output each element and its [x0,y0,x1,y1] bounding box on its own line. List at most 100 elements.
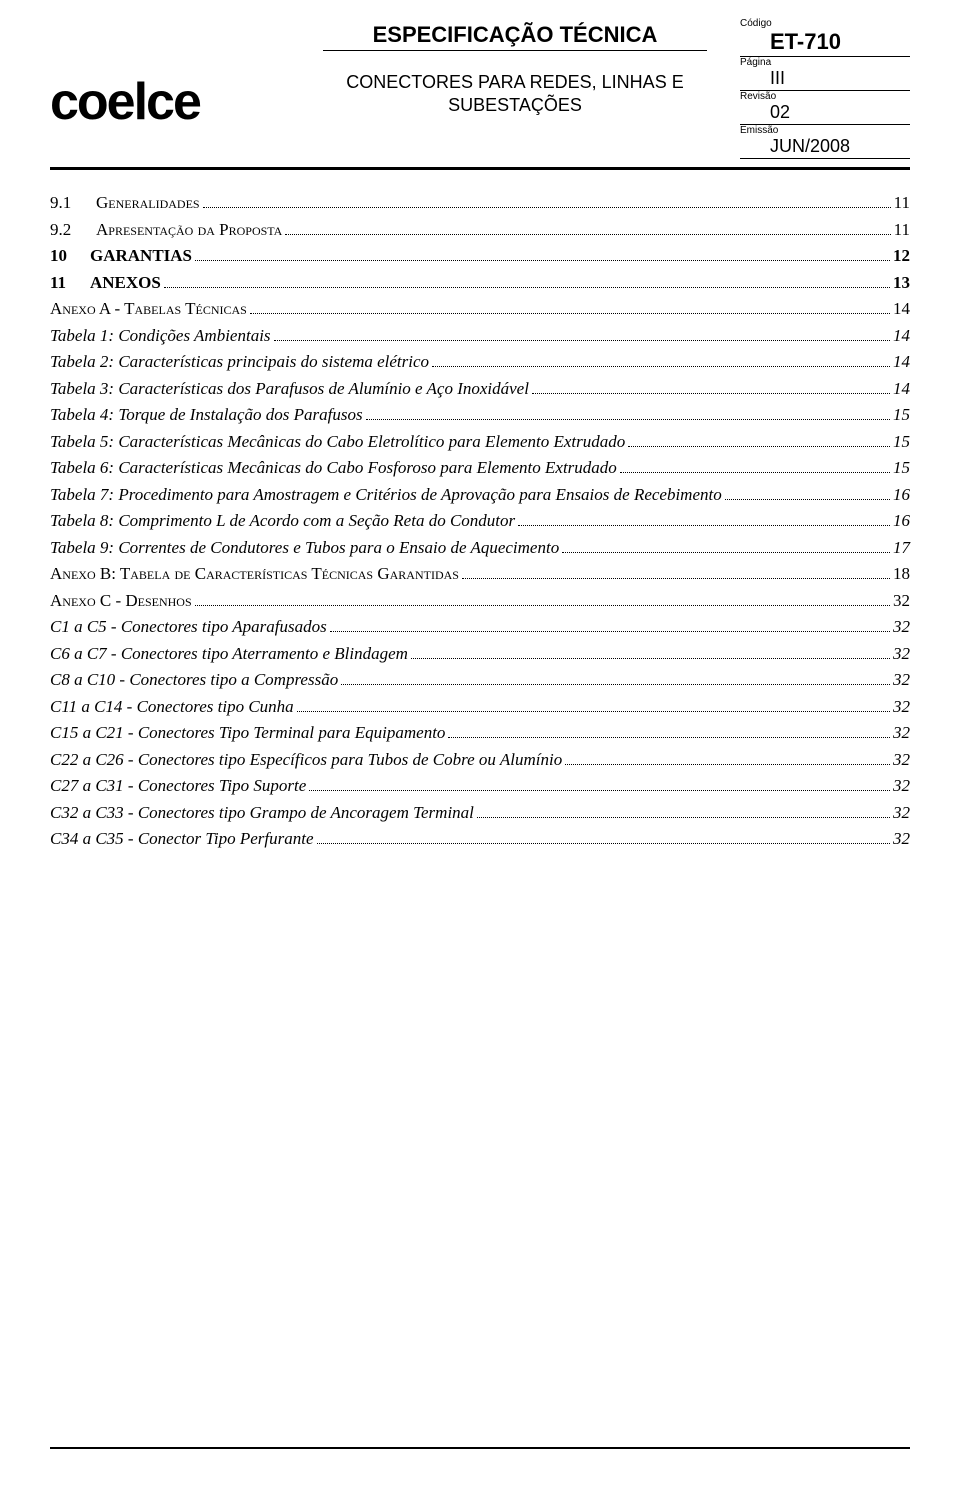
toc-leader-dots [250,313,890,314]
toc-entry-page: 17 [893,539,910,556]
toc-entry-text: Anexo B: Tabela de Características Técni… [50,565,459,582]
toc-row: 10GARANTIAS12 [50,247,910,264]
toc-entry-page: 32 [893,724,910,741]
document-title-line2: SUBESTAÇÕES [448,95,582,115]
toc-row: Tabela 6: Características Mecânicas do C… [50,459,910,476]
toc-row: 11 ANEXOS 13 [50,274,910,291]
toc-row: Anexo C - Desenhos 32 [50,592,910,609]
toc-entry-text: C11 a C14 - Conectores tipo Cunha [50,698,294,715]
toc-entry-page: 32 [893,830,910,847]
toc-entry-number: 11 [50,274,84,291]
toc-leader-dots [565,764,890,765]
toc-entry-page: 32 [893,592,910,609]
toc-entry-page: 32 [893,645,910,662]
toc-leader-dots [330,631,890,632]
toc-leader-dots [317,843,891,844]
toc-leader-dots [309,790,890,791]
toc-entry-text: C27 a C31 - Conectores Tipo Suporte [50,777,306,794]
meta-revision-value: 02 [740,102,910,125]
toc-entry-page: 15 [893,406,910,423]
toc-leader-dots [462,578,890,579]
toc-entry-page: 12 [893,247,910,264]
toc-entry-page: 16 [893,486,910,503]
meta-page-value: III [740,68,910,91]
toc-row: 9.2 Apresentação da Proposta 11 [50,221,910,238]
toc-leader-dots [448,737,890,738]
toc-entry-text: ANEXOS [90,274,161,291]
toc-entry-page: 32 [893,804,910,821]
meta-revision-label: Revisão [740,91,910,102]
toc-leader-dots [297,711,890,712]
toc-row: C6 a C7 - Conectores tipo Aterramento e … [50,645,910,662]
toc-entry-page: 13 [893,274,910,291]
toc-row: Tabela 5: Características Mecânicas do C… [50,433,910,450]
toc-row: C11 a C14 - Conectores tipo Cunha 32 [50,698,910,715]
toc-entry-text: Apresentação da Proposta [96,221,282,238]
toc-entry-page: 32 [893,777,910,794]
toc-entry-page: 11 [894,221,910,238]
toc-entry-text: C22 a C26 - Conectores tipo Específicos … [50,751,562,768]
toc-entry-page: 11 [894,194,910,211]
toc-entry-text: Tabela 4: Torque de Instalação dos Paraf… [50,406,363,423]
toc-row: Tabela 2: Características principais do … [50,353,910,370]
toc-leader-dots [274,340,890,341]
toc-entry-text: Tabela 1: Condições Ambientais [50,327,271,344]
logo-cell: coelce [50,16,300,128]
toc-row: C27 a C31 - Conectores Tipo Suporte 32 [50,777,910,794]
toc-row: C32 a C33 - Conectores tipo Grampo de An… [50,804,910,821]
toc-entry-text: Anexo C - Desenhos [50,592,192,609]
toc-row: Tabela 9: Correntes de Condutores e Tubo… [50,539,910,556]
toc-entry-page: 32 [893,618,910,635]
page: coelce ESPECIFICAÇÃO TÉCNICA CONECTORES … [0,0,960,1491]
toc-row: Anexo B: Tabela de Características Técni… [50,565,910,582]
toc-leader-dots [620,472,890,473]
footer-divider [50,1447,910,1449]
toc-entry-page: 32 [893,751,910,768]
toc-entry-page: 14 [893,380,910,397]
toc-entry-page: 15 [893,459,910,476]
meta-code-label: Código [740,18,910,29]
meta-code: Código ET-710 [740,18,910,57]
toc-entry-text: Generalidades [96,194,200,211]
document-type: ESPECIFICAÇÃO TÉCNICA [323,22,708,51]
toc-leader-dots [477,817,890,818]
toc-entry-text: Anexo A - Tabelas Técnicas [50,300,247,317]
toc-entry-page: 32 [893,698,910,715]
toc-leader-dots [562,552,890,553]
meta-page: Página III [740,57,910,91]
toc-leader-dots [432,366,890,367]
toc-row: C15 a C21 - Conectores Tipo Terminal par… [50,724,910,741]
toc-leader-dots [518,525,890,526]
document-meta: Código ET-710 Página III Revisão 02 Emis… [730,16,910,159]
toc-entry-number: 9.2 [50,221,90,238]
toc-leader-dots [285,234,890,235]
toc-leader-dots [195,260,890,261]
company-logo: coelce [50,76,300,128]
toc-row: Anexo A - Tabelas Técnicas14 [50,300,910,317]
meta-code-value: ET-710 [740,29,910,57]
toc-leader-dots [532,393,890,394]
toc-row: 9.1 Generalidades 11 [50,194,910,211]
toc-entry-text: Tabela 5: Características Mecânicas do C… [50,433,625,450]
document-title: CONECTORES PARA REDES, LINHAS E SUBESTAÇ… [300,71,730,116]
toc-entry-text: C1 a C5 - Conectores tipo Aparafusados [50,618,327,635]
toc-row: C8 a C10 - Conectores tipo a Compressão3… [50,671,910,688]
title-cell: ESPECIFICAÇÃO TÉCNICA CONECTORES PARA RE… [300,16,730,116]
toc-leader-dots [203,207,891,208]
toc-entry-page: 15 [893,433,910,450]
toc-entry-text: C34 a C35 - Conector Tipo Perfurante [50,830,314,847]
toc-entry-text: GARANTIAS [90,247,192,264]
toc-entry-text: Tabela 7: Procedimento para Amostragem e… [50,486,722,503]
toc-row: C1 a C5 - Conectores tipo Aparafusados 32 [50,618,910,635]
toc-entry-number: 9.1 [50,194,90,211]
toc-row: Tabela 3: Características dos Parafusos … [50,380,910,397]
meta-date-label: Emissão [740,125,910,136]
toc-leader-dots [164,287,890,288]
toc-leader-dots [411,658,890,659]
toc-leader-dots [725,499,890,500]
document-header: coelce ESPECIFICAÇÃO TÉCNICA CONECTORES … [50,16,910,159]
toc-leader-dots [341,684,890,685]
toc-entry-page: 18 [893,565,910,582]
document-title-line1: CONECTORES PARA REDES, LINHAS E [346,72,683,92]
toc-entry-page: 14 [893,353,910,370]
